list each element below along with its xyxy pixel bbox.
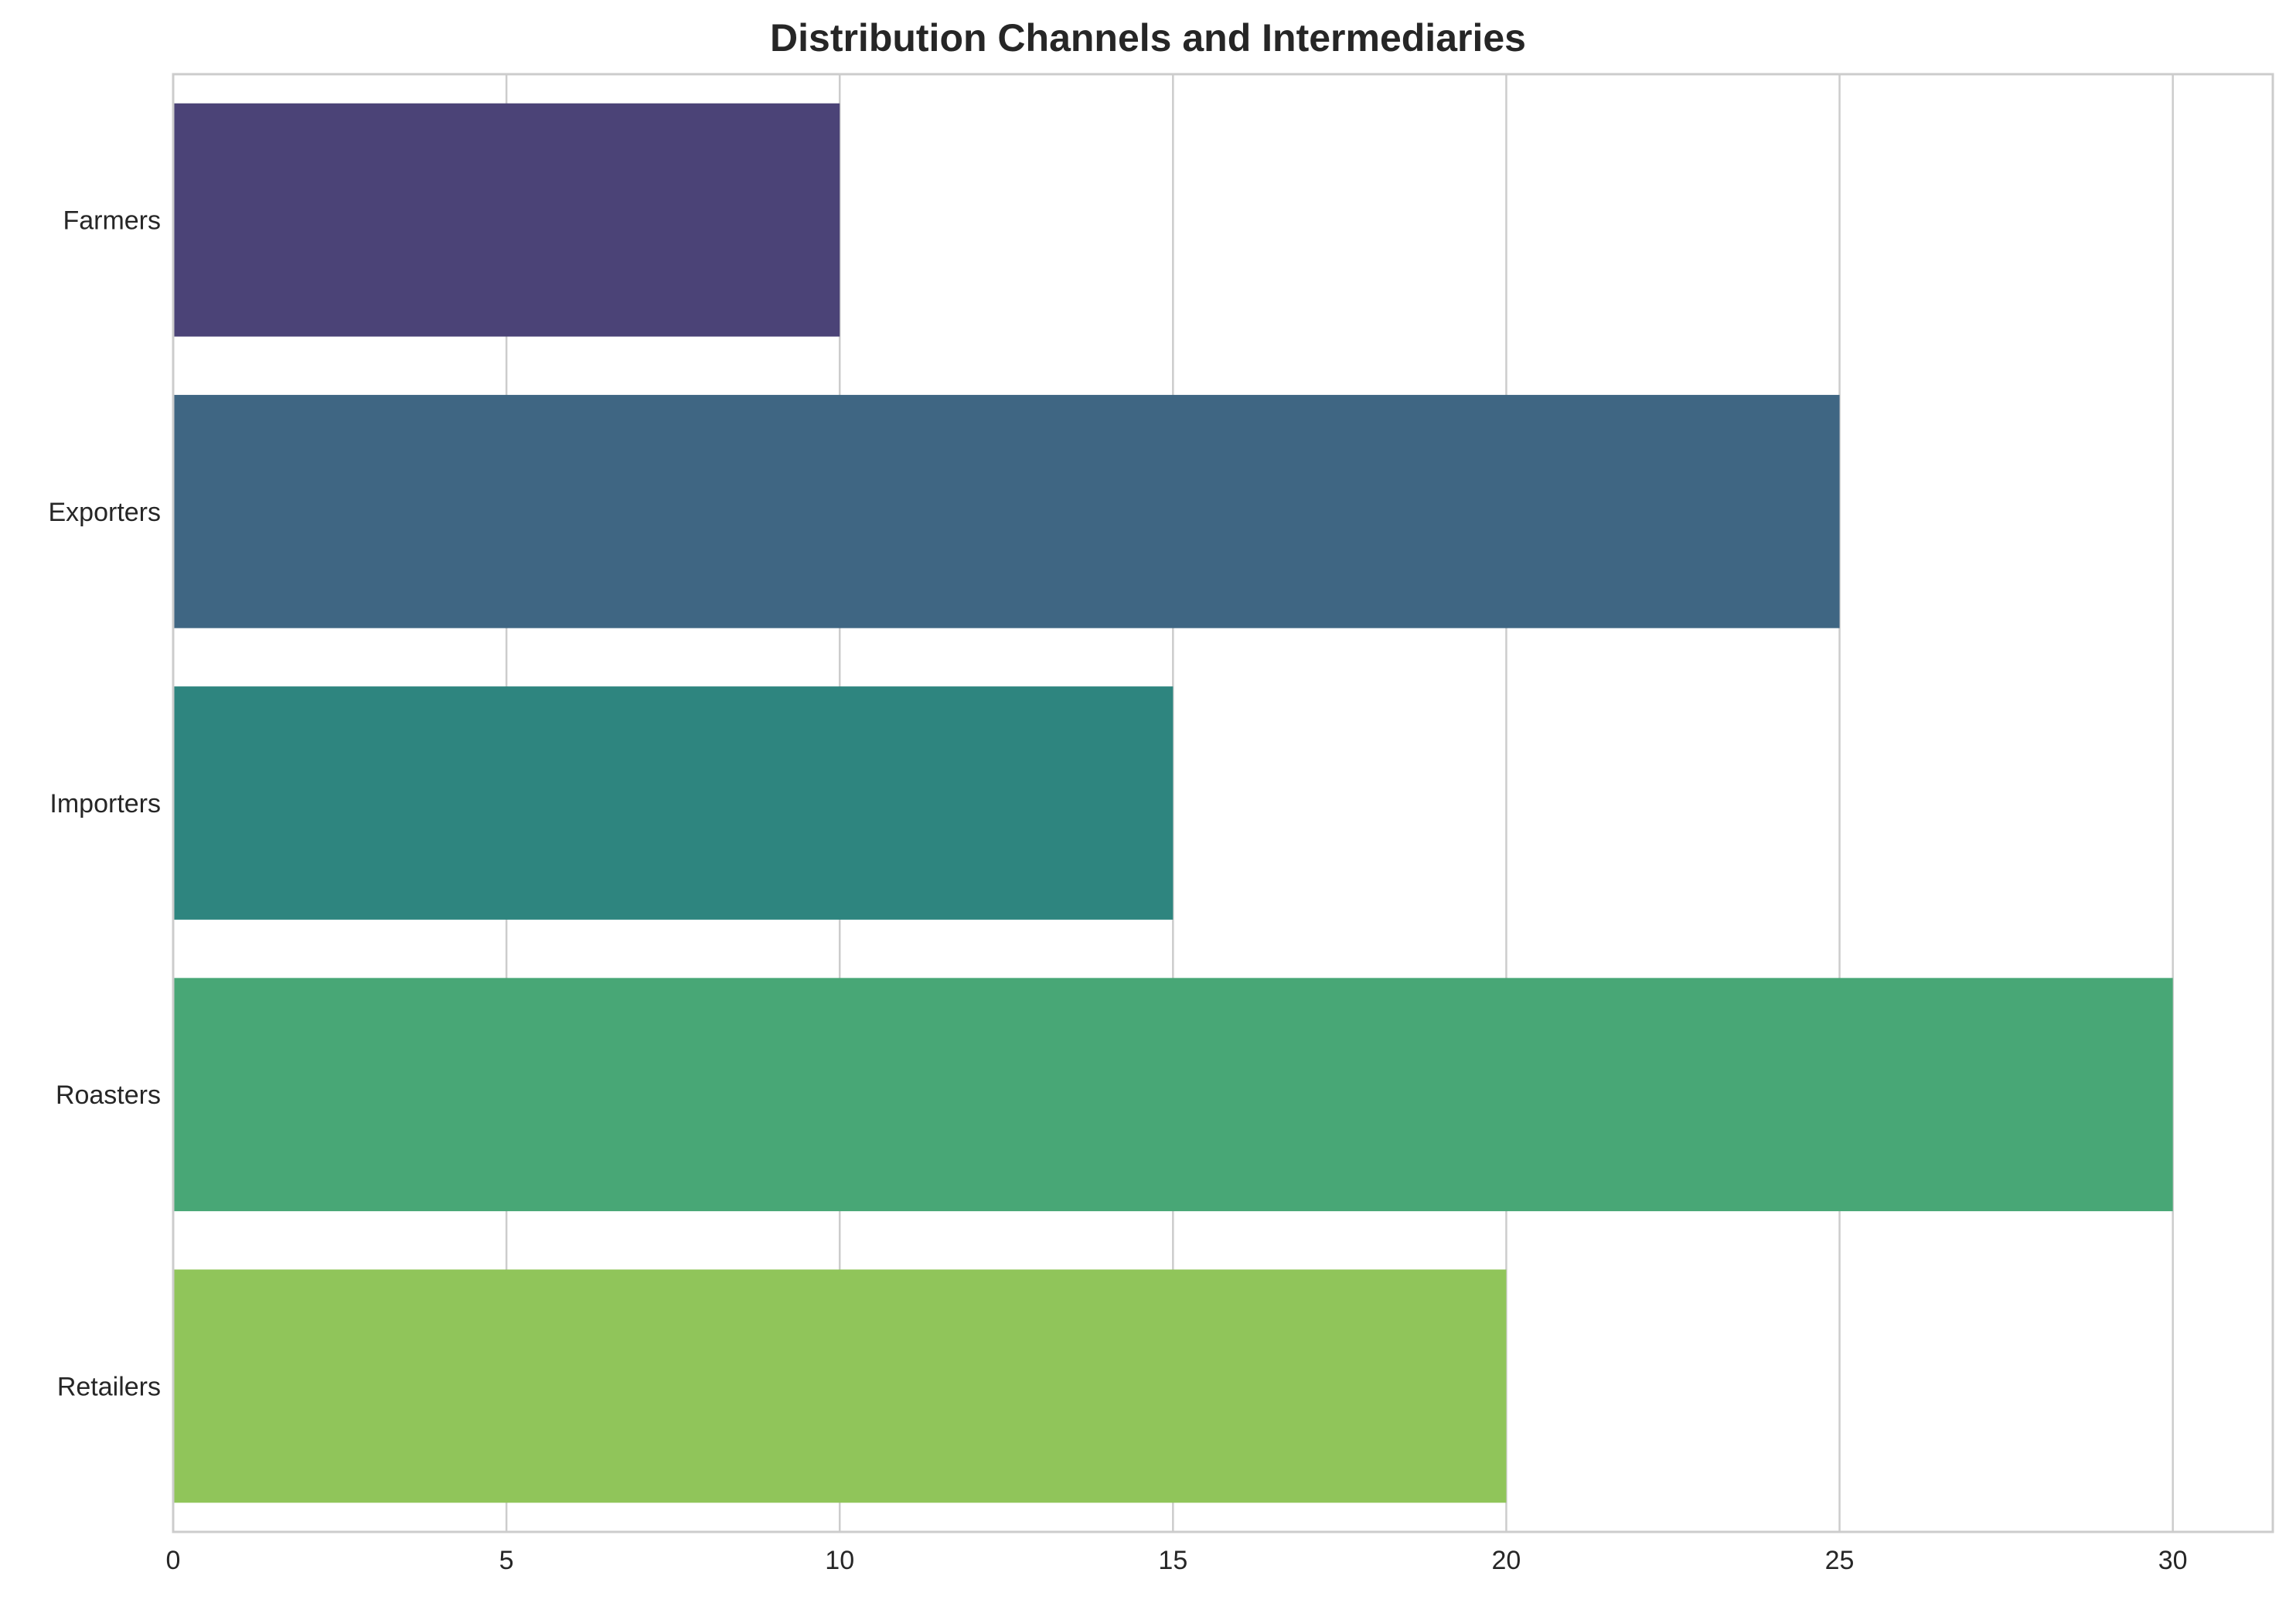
bar-importers bbox=[173, 686, 1174, 920]
chart-title: Distribution Channels and Intermediaries bbox=[770, 16, 1526, 60]
bar-roasters bbox=[173, 978, 2173, 1212]
plot-border bbox=[172, 73, 2274, 1533]
x-tick-label-20: 20 bbox=[1492, 1546, 1521, 1575]
y-tick-label-roasters: Roasters bbox=[56, 1081, 161, 1110]
x-tick-label-0: 0 bbox=[166, 1546, 181, 1575]
y-tick-label-farmers: Farmers bbox=[63, 206, 161, 236]
x-tick-label-25: 25 bbox=[1825, 1546, 1855, 1575]
plot-frame bbox=[172, 73, 2274, 1533]
x-tick-label-10: 10 bbox=[825, 1546, 854, 1575]
bar-exporters bbox=[173, 394, 1840, 628]
y-tick-label-retailers: Retailers bbox=[57, 1372, 161, 1401]
y-axis-ticks: Farmers Exporters Importers Roasters Retaile… bbox=[49, 206, 162, 1402]
x-tick-label-15: 15 bbox=[1158, 1546, 1187, 1575]
bar-farmers bbox=[173, 103, 840, 337]
bar-retailers bbox=[173, 1269, 1507, 1503]
bars bbox=[173, 103, 2173, 1503]
x-tick-label-5: 5 bbox=[499, 1546, 514, 1575]
x-axis-ticks: 0 5 10 15 20 25 30 bbox=[166, 1546, 2188, 1575]
x-tick-label-30: 30 bbox=[2158, 1546, 2188, 1575]
y-tick-label-exporters: Exporters bbox=[49, 498, 162, 527]
y-tick-label-importers: Importers bbox=[49, 789, 161, 819]
